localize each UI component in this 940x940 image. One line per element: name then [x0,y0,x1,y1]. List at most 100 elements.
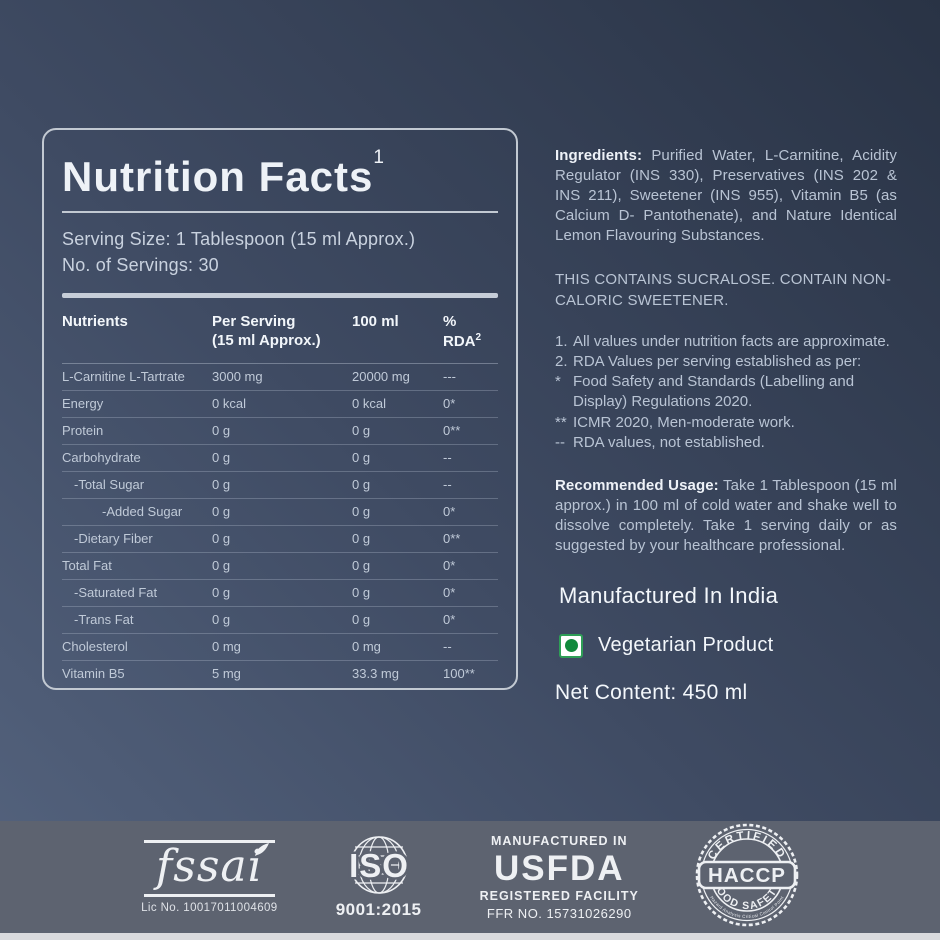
per-serving-value: 0 g [212,530,231,546]
ingredients-text: Purified Water, L-Carnitine, Acidity Reg… [555,147,897,244]
nutrient-name: Protein [62,422,104,438]
usfda-wordmark: USFDA [493,848,625,888]
table-row: Cholesterol 0 mg 0 mg -- [62,634,498,661]
header-100ml: 100 ml [352,313,399,331]
haccp-badge-icon: CERTIFIED FOOD SAFETY Hazard Analysis Cr… [695,823,799,926]
nutrient-name: -Saturated Fat [74,584,158,600]
footnote-text: RDA Values per serving established as pe… [573,352,862,370]
rda-value: 0** [443,422,461,438]
footnote-marker: -- [555,433,565,451]
header-rda-superscript: 2 [475,331,482,343]
rda-value: 0* [443,584,456,600]
manufactured-in-india-text: Manufactured In India [559,582,779,608]
table-row: -Added Sugar 0 g 0 g 0* [62,499,498,526]
header-per-serving-line2: (15 ml Approx.) [212,331,321,349]
per-100ml-value: 33.3 mg [352,665,399,681]
per-serving-value: 0 kcal [212,395,246,411]
per-serving-value: 0 g [212,503,231,519]
ingredients-label: Ingredients: [555,147,643,164]
serving-info: Serving Size: 1 Tablespoon (15 ml Approx… [62,226,498,278]
table-row: Energy 0 kcal 0 kcal 0* [62,391,498,418]
table-row: -Trans Fat 0 g 0 g 0* [62,607,498,634]
header-rda: % RDA2 [443,313,498,352]
table-row: -Saturated Fat 0 g 0 g 0* [62,580,498,607]
info-column: Ingredients: Purified Water, L-Carnitine… [555,146,897,705]
iso-logo: ISO 9001:2015 [334,835,424,920]
nutrition-facts-panel: Nutrition Facts1 Serving Size: 1 Tablesp… [42,128,518,690]
table-row: L-Carnitine L-Tartrate 3000 mg 20000 mg … [62,364,498,391]
ingredients-paragraph: Ingredients: Purified Water, L-Carnitine… [555,146,897,246]
rda-value: 0* [443,611,456,627]
iso-standard-number: 9001:2015 [335,899,422,919]
fssai-logo: fssai Lic No. 10017011004609 [141,839,278,915]
title-footnote-superscript: 1 [373,147,385,168]
footnote-text: Food Safety and Standards (Labelling and… [573,373,855,411]
footnotes-list: 1. All values under nutrition facts are … [555,332,897,454]
fssai-leaf-icon [254,842,269,856]
per-serving-value: 0 g [212,422,231,438]
per-100ml-value: 0 g [352,557,371,573]
nutrient-name: -Total Sugar [74,476,145,492]
per-100ml-value: 20000 mg [352,368,410,384]
table-row: Total Fat 0 g 0 g 0* [62,553,498,580]
rda-value: 100** [443,665,475,681]
header-rda-text: % RDA [443,313,476,350]
footnote-item: 1. All values under nutrition facts are … [555,332,897,352]
haccp-wordmark: HACCP [708,864,786,887]
nutrient-name: L-Carnitine L-Tartrate [62,368,185,384]
footnote-item: -- RDA values, not established. [555,433,897,453]
footnote-item: 2. RDA Values per serving established as… [555,352,897,372]
footnote-marker: 1. [555,332,568,350]
table-row: -Dietary Fiber 0 g 0 g 0** [62,526,498,553]
rda-value: -- [443,476,452,492]
footnote-item: * Food Safety and Standards (Labelling a… [555,372,897,413]
per-100ml-value: 0 g [352,503,371,519]
per-100ml-value: 0 g [352,611,371,627]
table-header-row: Nutrients Per Serving (15 ml Approx.) 100… [62,304,498,364]
recommended-usage-label: Recommended Usage: [555,477,719,495]
table-row: Protein 0 g 0 g 0** [62,418,498,445]
per-100ml-value: 0 mg [352,638,381,654]
nutrition-facts-title: Nutrition Facts1 [62,148,498,198]
per-serving-value: 0 g [212,584,231,600]
footnote-item: ** ICMR 2020, Men-moderate work. [555,413,897,433]
usfda-logo: MANUFACTURED IN USFDA REGISTERED FACILIT… [480,834,639,921]
rda-value: 0** [443,530,461,546]
section-divider-thick [62,293,498,299]
per-100ml-value: 0 g [352,449,371,465]
per-serving-value: 0 g [212,611,231,627]
per-100ml-value: 0 g [352,530,371,546]
recommended-usage-paragraph: Recommended Usage: Take 1 Tablespoon (15… [555,476,897,556]
net-content-text: Net Content: 450 ml [555,680,748,704]
per-100ml-value: 0 g [352,584,371,600]
vegetarian-dot [564,639,578,653]
footnote-text: All values under nutrition facts are app… [573,332,890,350]
per-100ml-value: 0 g [352,422,371,438]
table-row: Carbohydrate 0 g 0 g -- [62,445,498,472]
rda-value: -- [443,449,452,465]
nutrient-name: Carbohydrate [62,449,141,465]
usfda-manufactured-in-text: MANUFACTURED IN [490,833,628,848]
footnote-text: RDA values, not established. [573,433,765,451]
per-100ml-value: 0 g [352,476,371,492]
certifications-bar: fssai Lic No. 10017011004609 ISO 9001:20… [0,821,940,933]
nutrient-name: -Trans Fat [74,611,134,627]
per-serving-value: 3000 mg [212,368,263,384]
usfda-ffr-number: FFR NO. 15731026290 [486,905,632,921]
header-nutrients: Nutrients [62,313,128,331]
per-serving-value: 0 g [212,557,231,573]
vegetarian-product-label: Vegetarian Product [598,634,774,657]
nutrient-name: Energy [62,395,104,411]
footnote-text: ICMR 2020, Men-moderate work. [573,413,795,431]
fssai-wordmark: fssai [143,839,275,898]
nutrient-name: -Added Sugar [102,503,183,519]
per-serving-value: 0 g [212,476,231,492]
haccp-badge: CERTIFIED FOOD SAFETY Hazard Analysis Cr… [695,823,799,932]
fssai-license-number: Lic No. 10017011004609 [141,902,278,915]
recommended-usage-text: Take 1 Tablespoon (15 ml approx.) in 100… [555,477,897,554]
nutrition-facts-title-text: Nutrition Facts [62,153,374,200]
header-per-serving: Per Serving (15 ml Approx.) [212,313,352,351]
vegetarian-product-row: Vegetarian Product [555,633,897,658]
nutrient-name: Cholesterol [62,638,128,654]
